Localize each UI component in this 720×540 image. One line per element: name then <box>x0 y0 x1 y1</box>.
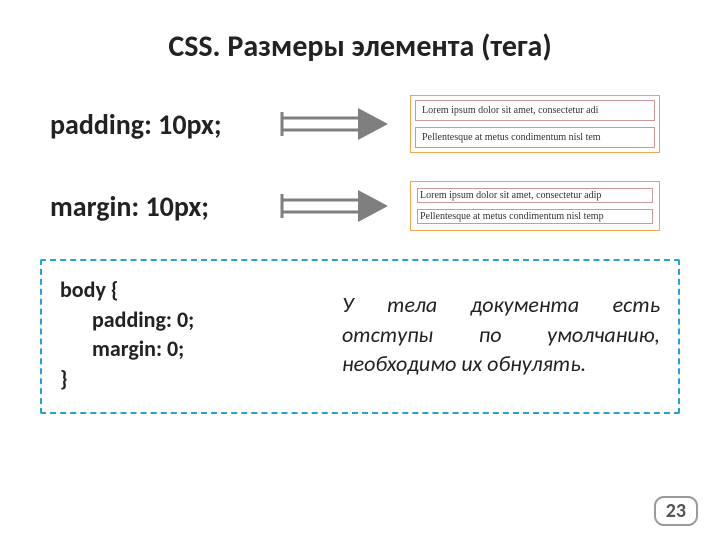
arrow-icon <box>280 186 390 226</box>
note-text: У тела документа есть отступы по умолчан… <box>342 290 660 379</box>
arrow-padding <box>280 104 390 144</box>
example-line: Lorem ipsum dolor sit amet, consectetur … <box>415 100 655 121</box>
example-line: Pellentesque at metus condimentum nisl t… <box>417 209 653 224</box>
code-line: padding: 0; <box>60 305 312 335</box>
code-block: body { padding: 0; margin: 0; } <box>60 275 312 394</box>
label-margin: margin: 10px; <box>40 189 260 224</box>
arrow-icon <box>280 104 390 144</box>
example-margin: Lorem ipsum dolor sit amet, consectetur … <box>410 181 660 231</box>
arrow-margin <box>280 186 390 226</box>
code-line: } <box>60 365 68 392</box>
slide-title: CSS. Размеры элемента (тега) <box>40 28 680 65</box>
slide: CSS. Размеры элемента (тега) padding: 10… <box>0 0 720 540</box>
code-note-box: body { padding: 0; margin: 0; } У тела д… <box>40 259 680 414</box>
page-number: 23 <box>654 496 698 526</box>
label-padding: padding: 10px; <box>40 107 260 142</box>
code-line: margin: 0; <box>60 334 312 364</box>
row-margin: margin: 10px; Lorem ipsum dolor sit amet… <box>40 181 680 231</box>
example-line: Pellentesque at metus condimentum nisl t… <box>415 127 655 148</box>
example-padding: Lorem ipsum dolor sit amet, consectetur … <box>410 95 660 153</box>
code-line: body { <box>60 276 118 303</box>
example-line: Lorem ipsum dolor sit amet, consectetur … <box>417 188 653 203</box>
row-padding: padding: 10px; Lorem ipsum dolor sit ame… <box>40 95 680 153</box>
